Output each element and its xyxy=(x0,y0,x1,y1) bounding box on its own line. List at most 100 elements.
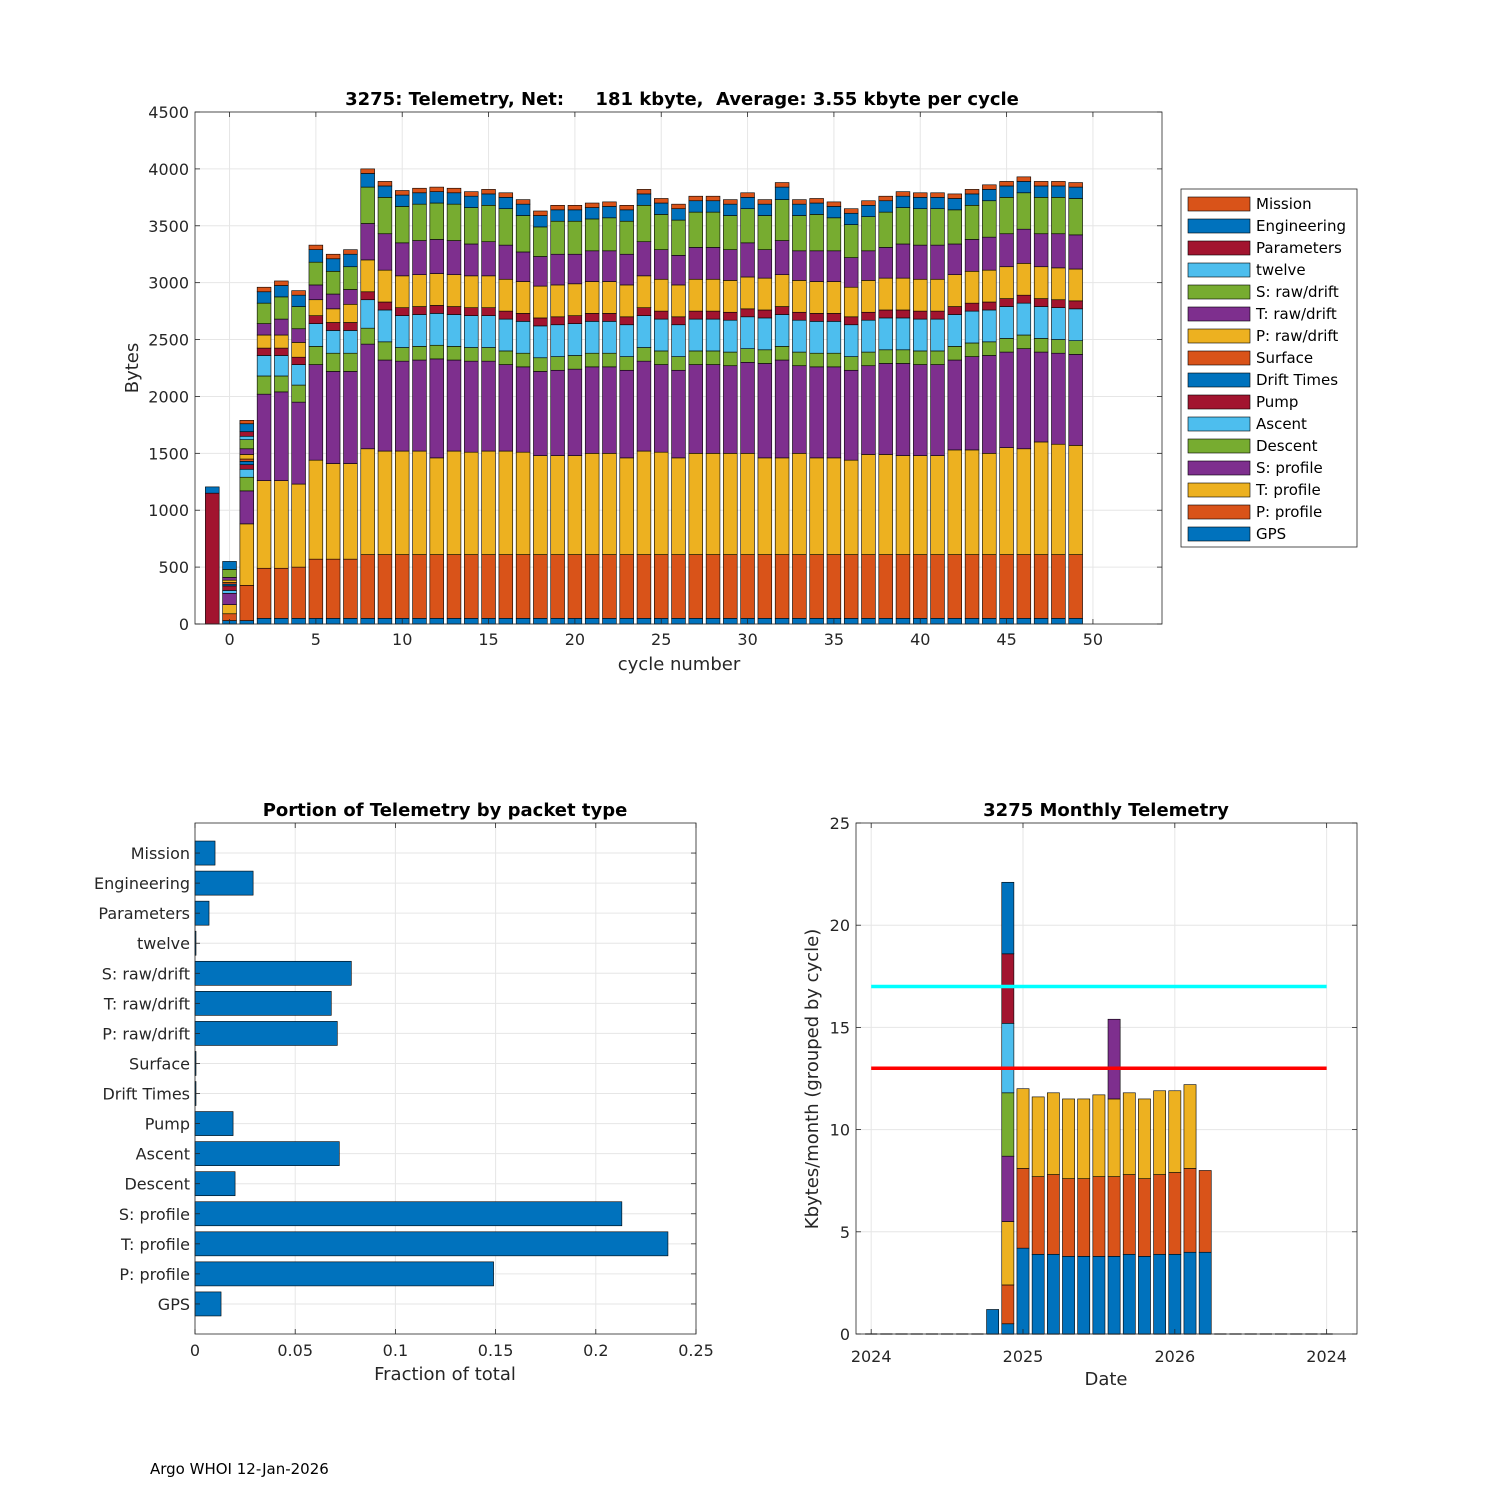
bar-segment-pump xyxy=(308,315,324,324)
y-axis-label: Kbytes/month (grouped by cycle) xyxy=(802,929,823,1229)
bar-segment-t-raw-drift xyxy=(412,240,427,276)
bar-segment-ascent xyxy=(792,319,807,353)
bar-segment-t-raw-drift xyxy=(256,323,272,336)
bar-segment-t-profile xyxy=(1033,441,1049,555)
bar-segment-t-raw-drift xyxy=(913,244,928,280)
bar-segment-gps xyxy=(360,618,375,625)
bar-segment-pump xyxy=(792,311,807,321)
bar-segment-engineering xyxy=(222,561,237,570)
bar-segment-pump xyxy=(1068,300,1083,310)
bar-segment-engineering xyxy=(291,294,306,307)
bar-segment-ascent xyxy=(429,313,444,346)
bar-segment-engineering xyxy=(274,285,289,298)
bar-segment-p-profile xyxy=(550,554,565,619)
x-tick-label: 25 xyxy=(651,630,671,649)
bar-segment-t-raw-drift xyxy=(464,243,479,277)
bar-segment-s-raw-drift xyxy=(740,208,755,244)
bar-segment-p-raw-drift xyxy=(619,284,634,318)
fraction-bar xyxy=(194,1231,669,1257)
bar-segment-ascent xyxy=(1016,302,1032,336)
monthly-bar-segment xyxy=(1092,1256,1106,1335)
bar-segment-drift-times xyxy=(239,460,255,466)
bar-segment-s-raw-drift xyxy=(826,217,842,252)
bar-segment-engineering xyxy=(999,185,1014,198)
bar-segment-pump xyxy=(723,311,738,321)
bar-segment-t-profile xyxy=(325,463,341,560)
legend-label: T: profile xyxy=(1255,481,1321,499)
bar-segment-s-raw-drift xyxy=(515,215,531,253)
y-tick-label: 1000 xyxy=(148,501,189,520)
bar-segment-p-raw-drift xyxy=(308,299,324,316)
bar-segment-engineering xyxy=(412,192,427,205)
bar-segment-mission xyxy=(619,204,634,211)
x-tick-label: 20 xyxy=(565,630,585,649)
bar-segment-gps xyxy=(429,618,444,625)
bar-segment-t-raw-drift xyxy=(1033,233,1049,268)
bar-segment-s-raw-drift xyxy=(429,202,444,240)
bar-segment-p-raw-drift xyxy=(723,280,738,313)
bar-segment-p-raw-drift xyxy=(239,454,255,460)
bar-segment-s-profile xyxy=(757,363,773,459)
bar-segment-mission xyxy=(325,253,341,260)
bar-segment-gps xyxy=(291,618,306,625)
bar-segment-p-raw-drift xyxy=(947,274,962,307)
bar-segment-t-raw-drift xyxy=(584,250,600,282)
bar-segment-s-profile xyxy=(291,401,306,485)
bar-segment-t-raw-drift xyxy=(982,236,997,271)
bar-segment-t-profile xyxy=(861,454,876,555)
monthly-bar-segment xyxy=(1153,1253,1167,1335)
bar-segment-t-profile xyxy=(395,450,410,555)
bar-segment-p-raw-drift xyxy=(1068,268,1083,302)
bar-segment-p-profile xyxy=(1016,554,1032,619)
bar-segment-p-raw-drift xyxy=(446,274,462,307)
bar-segment-p-profile xyxy=(757,554,773,619)
bar-segment-s-raw-drift xyxy=(843,224,859,258)
bar-segment-descent xyxy=(412,346,427,361)
bar-segment-pump xyxy=(619,316,634,326)
bar-segment-pump xyxy=(602,313,617,322)
bar-segment-s-raw-drift xyxy=(1068,198,1083,236)
bar-segment-s-raw-drift xyxy=(308,261,324,286)
x-tick-label: 2024 xyxy=(851,1347,892,1366)
bar-segment-t-profile xyxy=(913,455,928,555)
bar-segment-t-raw-drift xyxy=(515,251,531,282)
bar-segment-ascent xyxy=(239,468,255,478)
bar-segment-s-raw-drift xyxy=(809,214,824,252)
bar-segment-gps xyxy=(688,618,703,625)
bar-segment-engineering xyxy=(757,203,773,216)
bar-segment-t-profile xyxy=(222,604,237,615)
bar-segment-mission xyxy=(533,210,548,216)
bar-segment-engineering xyxy=(533,215,548,228)
bar-segment-descent xyxy=(843,356,859,371)
bar-segment-t-raw-drift xyxy=(325,293,341,310)
monthly-bar-segment xyxy=(986,1309,1000,1335)
bar-segment-engineering xyxy=(671,208,686,221)
bar-segment-ascent xyxy=(964,310,980,344)
bar-segment-descent xyxy=(930,350,945,365)
bar-segment-engineering xyxy=(343,253,358,268)
bar-segment-p-raw-drift xyxy=(256,334,272,349)
bar-segment-mission xyxy=(792,199,807,205)
bar-segment-s-raw-drift xyxy=(671,219,686,256)
bar-segment-mission xyxy=(377,181,393,187)
bar-segment-p-raw-drift xyxy=(913,278,928,312)
bar-segment-p-profile xyxy=(636,554,652,619)
bar-segment-ascent xyxy=(740,316,755,349)
y-tick-label: twelve xyxy=(137,934,190,953)
bar-segment-s-raw-drift xyxy=(464,207,479,245)
bar-segment-t-profile xyxy=(843,459,859,555)
bar-segment-p-profile xyxy=(274,567,289,619)
y-tick-label: 25 xyxy=(830,814,850,833)
legend-swatch xyxy=(1187,504,1251,520)
bar-segment-gps xyxy=(723,618,738,625)
bar-segment-s-profile xyxy=(947,359,962,451)
bar-segment-s-profile xyxy=(619,369,634,459)
legend-label: Pump xyxy=(1256,393,1298,411)
bar-segment-s-raw-drift xyxy=(913,208,928,246)
bar-segment-gps xyxy=(1016,618,1032,625)
fraction-bar xyxy=(194,1111,234,1136)
bar-segment-t-raw-drift xyxy=(395,242,410,277)
bar-segment-p-profile xyxy=(809,554,824,619)
bar-segment-ascent xyxy=(446,314,462,347)
bar-segment-ascent xyxy=(274,355,289,377)
